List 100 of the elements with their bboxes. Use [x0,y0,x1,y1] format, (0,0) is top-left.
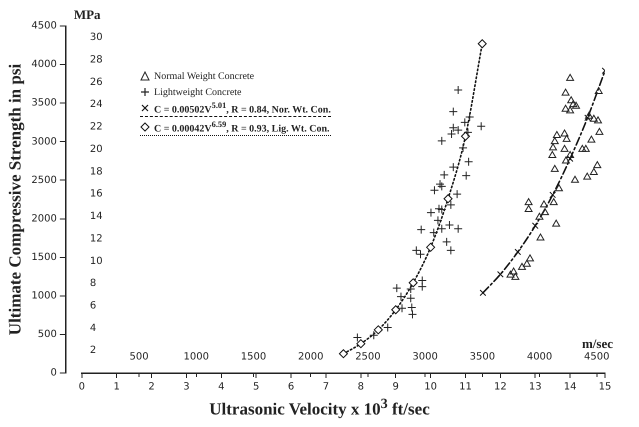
point [391,305,400,314]
point [555,184,563,192]
y2-tick-label: 30 [90,32,103,44]
y-tick-label: 1500 [31,252,57,263]
point [396,292,406,302]
legend-label: C = 0.00502V$^{5.01}$, R = 0.84, Nor. Wt. Con. [154,100,331,116]
x-tick-label: 15 [598,382,612,393]
point [536,234,544,241]
point [392,284,402,293]
point [594,87,603,94]
legend-label: Normal Weight Concrete [154,70,254,82]
point [590,168,598,176]
point [426,242,436,252]
point [448,162,458,172]
point [460,118,470,127]
point [418,276,427,285]
x-axis-title: Ultrasonic Velocity x 10$^{3}$ ft/sec [208,396,431,420]
y-tick-label: 2500 [31,174,57,186]
point [416,225,426,234]
x-tick-label: 9 [392,382,399,393]
point [584,112,593,119]
y2-tick-label: 18 [90,166,103,178]
point [406,294,416,303]
point [550,137,559,144]
point [549,192,556,198]
y2-tick-label: 24 [90,99,103,110]
x-tick-label: 1 [114,382,120,393]
point [566,151,574,158]
point [437,224,446,234]
point [442,237,452,246]
y-tick-label: 1000 [31,290,57,302]
point [463,128,472,137]
point [560,129,569,136]
point [458,143,468,152]
point [383,323,392,332]
point [464,157,474,166]
point [532,222,539,230]
point [398,304,407,313]
point [550,198,558,206]
point [374,325,383,334]
y2-tick-label: 28 [90,54,103,66]
y2-tick-label: 10 [90,256,103,267]
point [406,284,416,294]
point [440,170,449,180]
legend-label: Lightweight Concrete [154,86,242,98]
point [590,114,598,122]
point [566,74,574,81]
y-tick-label: 2000 [31,213,57,224]
x2-tick-label: 1500 [240,352,266,363]
y-tick-label: 500 [38,329,57,340]
x2-tick-label: 4000 [526,352,552,363]
y-axis-title: Ultimate Compressive Strength in psi [6,64,25,336]
point [567,96,576,104]
x-tick-label: 4 [218,382,225,393]
point [549,143,557,150]
point [514,248,522,256]
point [408,278,418,288]
point [595,128,604,135]
point [478,39,487,48]
point [524,198,533,206]
point [550,164,559,172]
point [446,246,456,255]
y-tick-label: 0 [50,368,57,379]
point [562,104,570,112]
point [418,282,427,292]
point [437,182,446,191]
x-tick-label: 11 [459,382,472,393]
point [540,200,548,208]
x-tick-label: 13 [528,382,542,393]
x-tick-label: 3 [183,382,190,393]
point [452,190,462,199]
point [369,330,378,340]
point [426,208,436,218]
point [462,171,471,180]
point [572,102,580,109]
y2-tick-label: 14 [90,211,103,222]
point [587,136,596,143]
point [566,155,574,162]
legend-label: C = 0.00042V$^{6.59}$, R = 0.93, Lig. Wt. Con. [154,120,330,134]
y2-tick-label: 22 [90,122,103,133]
point [584,114,591,122]
y2-tick-label: 12 [90,233,103,244]
point [447,129,456,138]
x-tick-label: 2 [148,382,155,393]
point [436,180,445,189]
point [571,176,579,183]
point [434,204,444,214]
point [510,267,518,274]
x2-tick-label: 3000 [412,352,438,363]
x2-tick-label: 500 [130,352,149,363]
point [338,349,348,358]
y2-tick-label: 20 [90,144,103,155]
y-tick-label: 4500 [31,20,57,32]
x2-tick-label: 1000 [184,352,209,363]
y2-axis-title: MPa [74,6,102,22]
point [448,107,458,116]
y2-tick-label: 6 [90,300,96,312]
point [562,156,570,164]
point [552,220,560,227]
x-tick-label: 6 [288,382,294,393]
